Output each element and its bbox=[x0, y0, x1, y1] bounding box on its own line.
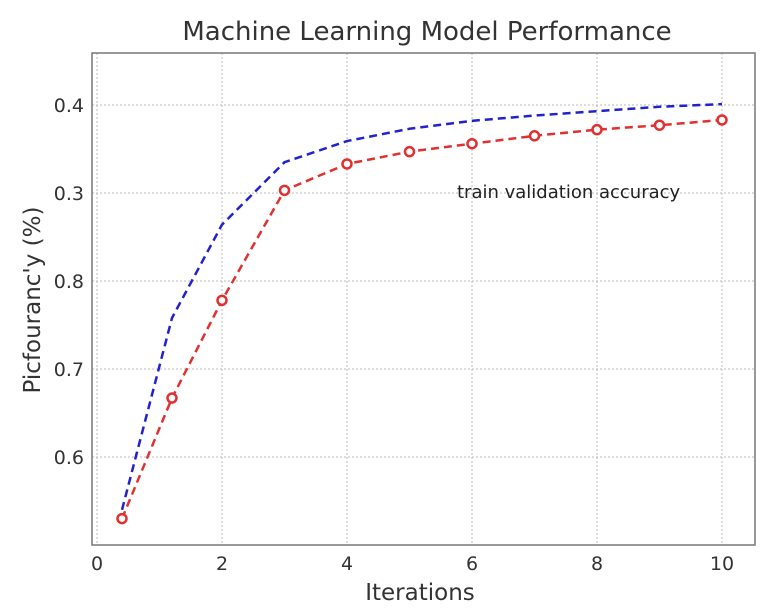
data-point bbox=[466, 137, 478, 150]
x-tick-label: 2 bbox=[216, 553, 228, 575]
x-tick-label: 0 bbox=[91, 553, 103, 575]
y-tick-label: 0.8 bbox=[54, 271, 84, 293]
x-axis-label: Iterations bbox=[365, 580, 475, 606]
data-point bbox=[591, 123, 603, 136]
data-point bbox=[653, 119, 666, 131]
y-axis-label: Picfouranc'y (%) bbox=[20, 207, 46, 394]
data-point bbox=[528, 130, 541, 142]
series-line-1 bbox=[120, 118, 723, 520]
plot-frame bbox=[91, 52, 756, 546]
data-point bbox=[716, 114, 728, 126]
data-point bbox=[278, 184, 291, 197]
data-point bbox=[116, 512, 128, 525]
chart-title: Machine Learning Model Performance bbox=[182, 17, 671, 47]
data-point bbox=[216, 294, 228, 307]
y-tick-label: 0.6 bbox=[54, 447, 84, 469]
y-tick-label: 0.3 bbox=[54, 183, 84, 205]
x-tick-label: 4 bbox=[341, 553, 353, 575]
y-tick-label: 0.7 bbox=[54, 359, 84, 381]
data-point bbox=[166, 392, 178, 404]
data-point bbox=[403, 145, 416, 158]
data-point bbox=[341, 158, 353, 170]
annotation: train validation accuracy bbox=[457, 182, 681, 203]
y-tick-label: 0.4 bbox=[54, 95, 84, 117]
x-tick-label: 6 bbox=[466, 553, 478, 575]
x-tick-label: 8 bbox=[591, 553, 603, 575]
series-line-0 bbox=[120, 102, 723, 511]
x-tick-label: 10 bbox=[710, 553, 734, 575]
